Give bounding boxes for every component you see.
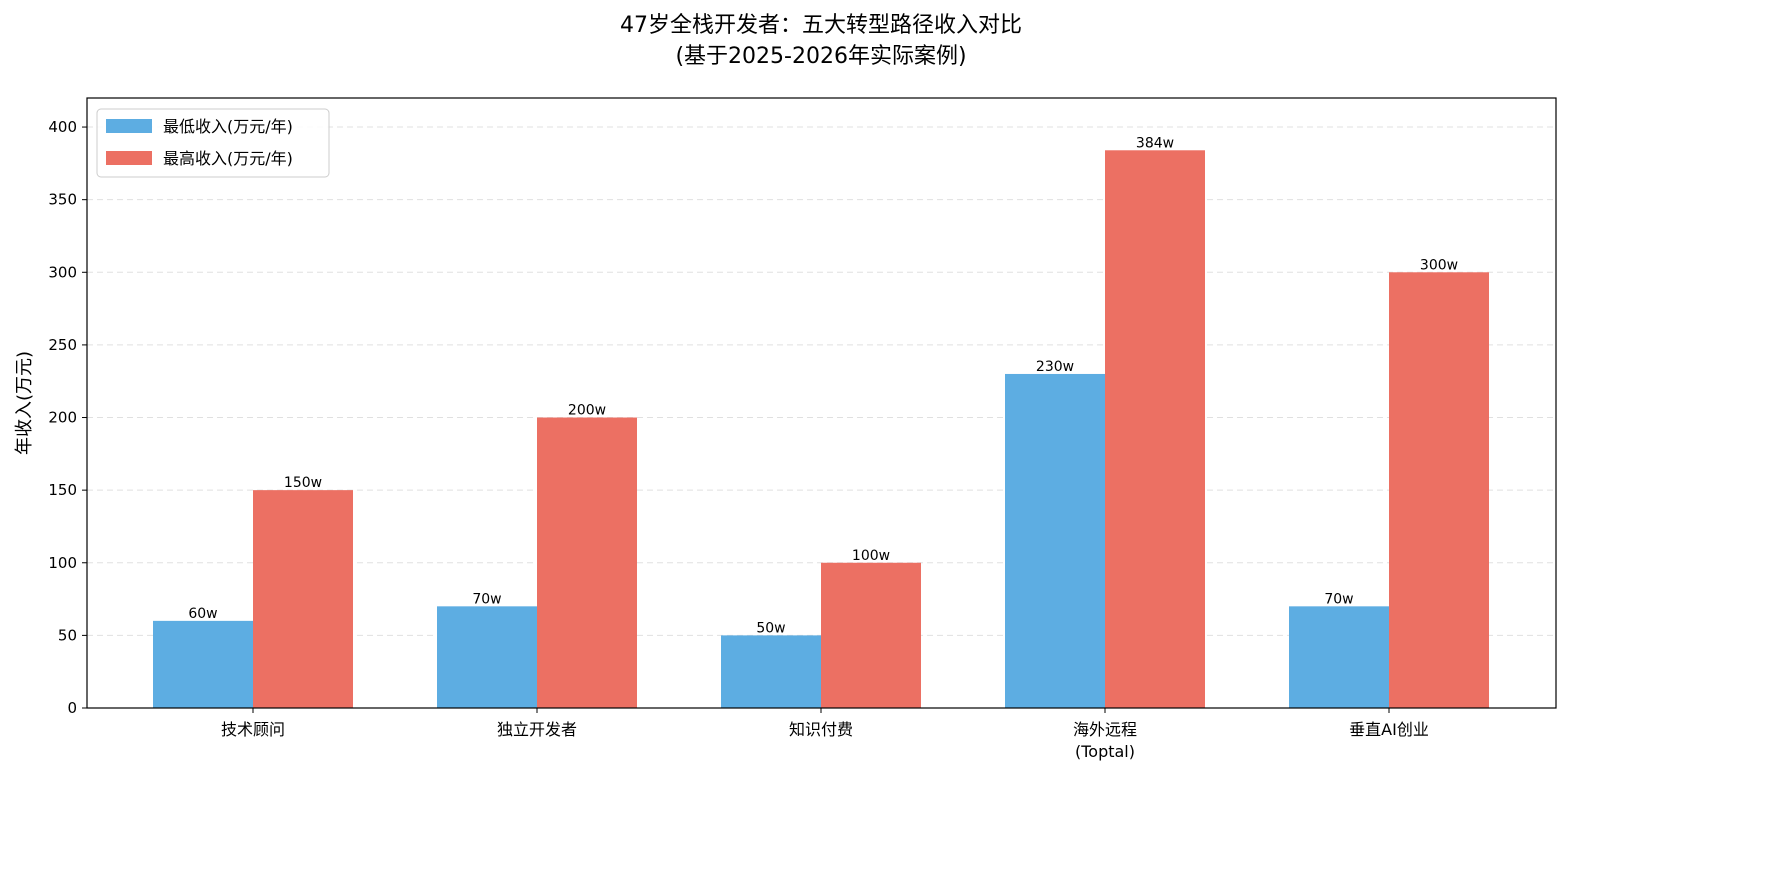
y-tick-label: 50 xyxy=(58,626,77,644)
legend-swatch-max xyxy=(106,151,152,165)
bar-max xyxy=(1389,272,1489,708)
x-tick-label: 知识付费 xyxy=(789,720,853,739)
bar-value-label: 70w xyxy=(472,591,501,607)
legend-label-min: 最低收入(万元/年) xyxy=(163,117,293,136)
bar-value-label: 384w xyxy=(1136,135,1174,151)
bar-min xyxy=(721,635,821,708)
bar-max xyxy=(1105,150,1205,709)
y-tick-label: 100 xyxy=(48,554,77,572)
chart-subtitle: (基于2025-2026年实际案例) xyxy=(675,44,966,69)
bar-max xyxy=(537,417,637,708)
y-axis-label: 年收入(万元) xyxy=(14,351,35,455)
y-tick-label: 350 xyxy=(48,191,77,209)
bar-value-label: 60w xyxy=(188,606,217,622)
y-tick-label: 0 xyxy=(67,699,77,717)
bar-max xyxy=(253,490,353,708)
bar-max xyxy=(821,562,921,708)
bar-min xyxy=(153,620,253,708)
bar-value-label: 50w xyxy=(756,620,785,636)
y-tick-label: 250 xyxy=(48,336,77,354)
y-tick-label: 300 xyxy=(48,263,77,281)
bar-value-label: 150w xyxy=(284,475,322,491)
bar-value-label: 300w xyxy=(1420,257,1458,273)
legend-label-max: 最高收入(万元/年) xyxy=(163,149,293,168)
bar-value-label: 70w xyxy=(1324,591,1353,607)
x-tick-label: 海外远程 xyxy=(1073,720,1137,739)
bar-min xyxy=(1005,373,1105,708)
bar-min xyxy=(1289,606,1389,708)
chart-title: 47岁全栈开发者：五大转型路径收入对比 xyxy=(620,13,1022,38)
x-tick-label: 独立开发者 xyxy=(497,720,577,739)
x-tick-label: (Toptal) xyxy=(1075,742,1135,761)
y-tick-label: 400 xyxy=(48,118,77,136)
bar-value-label: 100w xyxy=(852,548,890,564)
x-tick-label: 垂直AI创业 xyxy=(1349,720,1429,739)
bar-min xyxy=(437,606,537,708)
x-tick-label: 技术顾问 xyxy=(221,720,285,739)
legend: 最低收入(万元/年) 最高收入(万元/年) xyxy=(96,108,330,178)
y-tick-label: 150 xyxy=(48,481,77,499)
y-tick-label: 200 xyxy=(48,409,77,427)
bar-value-label: 230w xyxy=(1036,359,1074,375)
legend-box xyxy=(96,108,330,178)
legend-swatch-min xyxy=(106,119,152,133)
bar-value-label: 200w xyxy=(568,403,606,419)
